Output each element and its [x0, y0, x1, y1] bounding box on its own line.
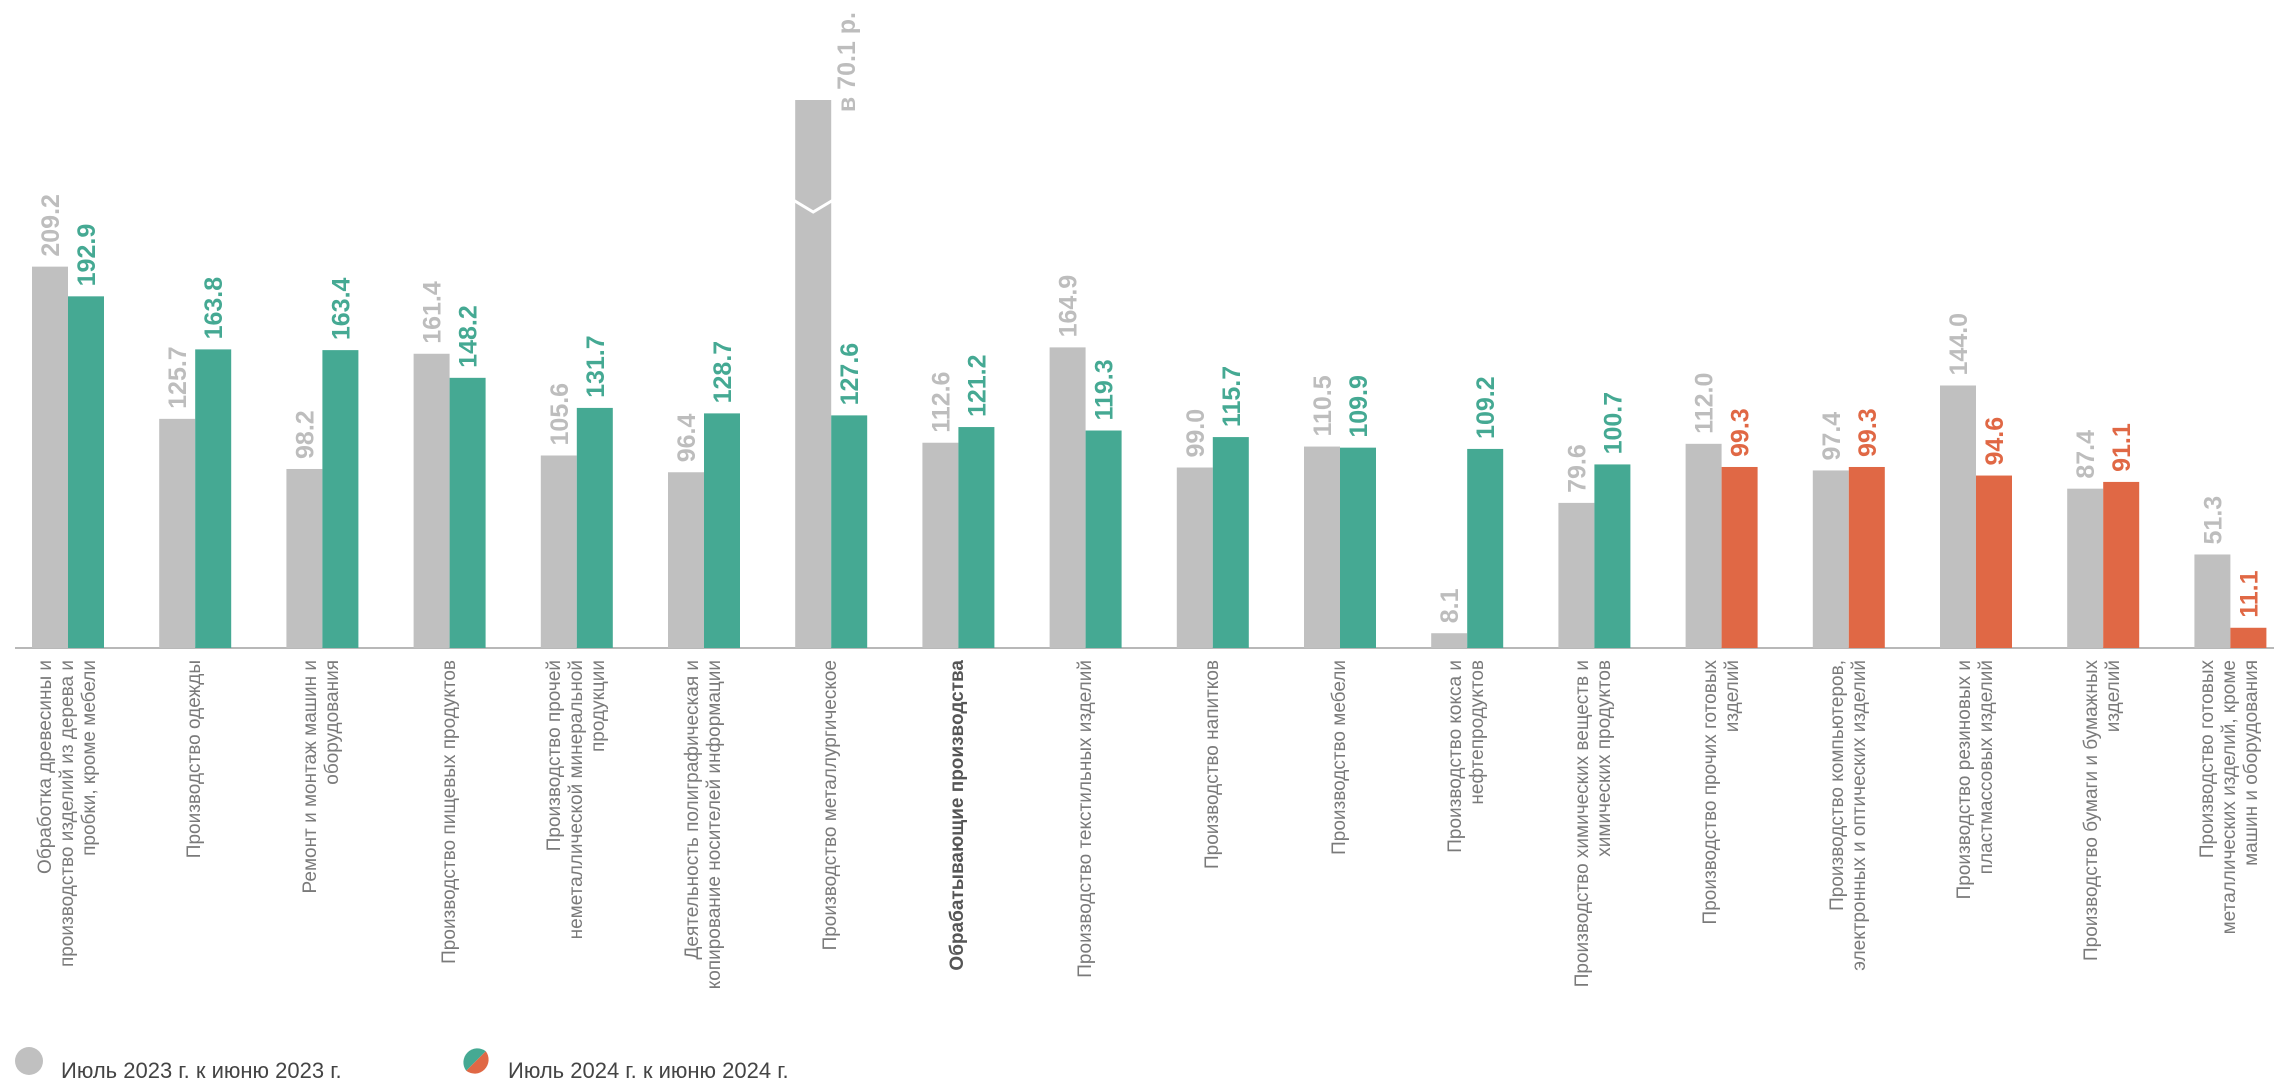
value-label: 100.7: [1599, 392, 1627, 455]
value-label: 127.6: [836, 343, 864, 406]
value-label: 91.1: [2108, 423, 2136, 472]
value-label: 161.4: [419, 281, 447, 344]
bar: [1685, 443, 1722, 648]
bar: [831, 415, 868, 648]
bar: [2103, 481, 2140, 648]
value-label: 148.2: [455, 305, 483, 368]
bar: [1085, 430, 1122, 648]
x-tick-label: Производство одежды: [184, 660, 206, 859]
value-label: 99.3: [1854, 408, 1882, 457]
bar: [2194, 554, 2231, 648]
x-tick-label: Производство напитков: [1201, 660, 1223, 870]
bar: [2067, 488, 2104, 648]
x-tick-label: Производство резиновых и пластмассовых и…: [1954, 660, 1997, 900]
bar: [958, 427, 995, 648]
value-label: 163.8: [200, 277, 228, 340]
value-label: 109.2: [1472, 376, 1500, 439]
bar: [1721, 466, 1758, 648]
bar: [1431, 633, 1468, 648]
value-label: 109.9: [1345, 375, 1373, 438]
bar: [286, 468, 323, 648]
value-label: 8.1: [1436, 588, 1464, 623]
value-label: 96.4: [673, 414, 701, 463]
value-label: 94.6: [1981, 417, 2009, 466]
x-tick-label: Производство кокса и нефтепродуктов: [1445, 660, 1489, 853]
value-label: 105.6: [546, 383, 574, 446]
value-label: 79.6: [1563, 444, 1591, 493]
value-label: 99.3: [1727, 408, 1755, 457]
x-tick-label: Обработка древесины и производство издел…: [35, 660, 100, 968]
value-label: 11.1: [2235, 570, 2263, 617]
bar: [1848, 466, 1885, 648]
bar: [1340, 447, 1376, 648]
x-tick-label: Производство химических веществ и химиче…: [1572, 660, 1616, 988]
bar: [576, 407, 613, 648]
value-label: 209.2: [37, 194, 65, 257]
x-tick-label: Производство прочих готовых изделий: [1699, 660, 1743, 925]
x-tick-label: Производство текстильных изделий: [1074, 660, 1096, 978]
bar: [195, 349, 232, 648]
bar: [32, 266, 68, 648]
bar: [1812, 470, 1849, 648]
value-label: 125.7: [164, 346, 192, 409]
bar: [413, 353, 450, 648]
value-label: 51.3: [2199, 496, 2227, 545]
bar: [1594, 464, 1631, 648]
bar: [540, 455, 577, 648]
legend-label: Июль 2024 г. к июню 2024 г.: [508, 1058, 789, 1083]
bar: [795, 100, 832, 648]
bar: [668, 472, 704, 648]
bar: [1212, 437, 1249, 648]
value-label: 121.2: [963, 354, 991, 417]
bar: [704, 413, 740, 648]
value-label: 112.0: [1691, 373, 1719, 434]
x-tick-label: Производство компьютеров, электронных и …: [1826, 660, 1870, 971]
x-tick-label: Ремонт и монтаж машин и оборудования: [300, 660, 344, 894]
x-tick-label: Производство готовых металлических издел…: [2197, 660, 2263, 935]
bar: [322, 350, 359, 648]
value-label: 119.3: [1091, 359, 1119, 420]
bar: [1940, 385, 1976, 648]
x-tick-label: Обрабатывающие производства: [947, 660, 969, 971]
value-label: 110.5: [1309, 375, 1337, 436]
value-label: 115.7: [1218, 366, 1246, 427]
value-label: 128.7: [709, 341, 737, 404]
x-tick-label: Деятельность полиграфическая и копирован…: [682, 660, 725, 990]
bar: [1176, 467, 1213, 648]
legend-icon: [466, 1051, 489, 1074]
legend-icon: [463, 1048, 486, 1071]
bar: [2230, 627, 2267, 648]
value-label: 144.0: [1945, 313, 1973, 376]
value-label: 192.9: [73, 224, 101, 287]
x-tick-label: Производство металлургическое: [820, 660, 842, 951]
bar: [1976, 475, 2012, 648]
value-label: 97.4: [1818, 412, 1846, 461]
bar: [159, 418, 196, 648]
legend-icon: [15, 1047, 43, 1075]
value-label: 87.4: [2072, 430, 2100, 479]
value-label: 163.4: [327, 277, 355, 340]
bar: [68, 296, 104, 648]
bar: [1304, 446, 1340, 648]
x-tick-label: Производство прочей неметаллической мине…: [543, 660, 609, 940]
value-label: 164.9: [1055, 275, 1083, 338]
legend-label: Июль 2023 г. к июню 2023 г.: [61, 1058, 342, 1083]
bar: [449, 377, 486, 648]
bar: [1558, 502, 1595, 648]
x-tick-label: Производство бумаги и бумажных изделий: [2081, 660, 2125, 961]
value-label: 131.7: [582, 335, 610, 398]
value-label: 98.2: [291, 410, 319, 459]
value-label: в 70.1 р.: [833, 12, 861, 112]
bar: [922, 442, 959, 648]
value-label: 99.0: [1182, 409, 1210, 458]
value-label: 112.6: [927, 372, 955, 433]
bar: [1049, 347, 1086, 648]
x-tick-label: Производство мебели: [1329, 660, 1350, 855]
break-mark: [792, 198, 834, 214]
x-tick-label: Производство пищевых продуктов: [438, 660, 460, 964]
bar: [1467, 448, 1504, 648]
